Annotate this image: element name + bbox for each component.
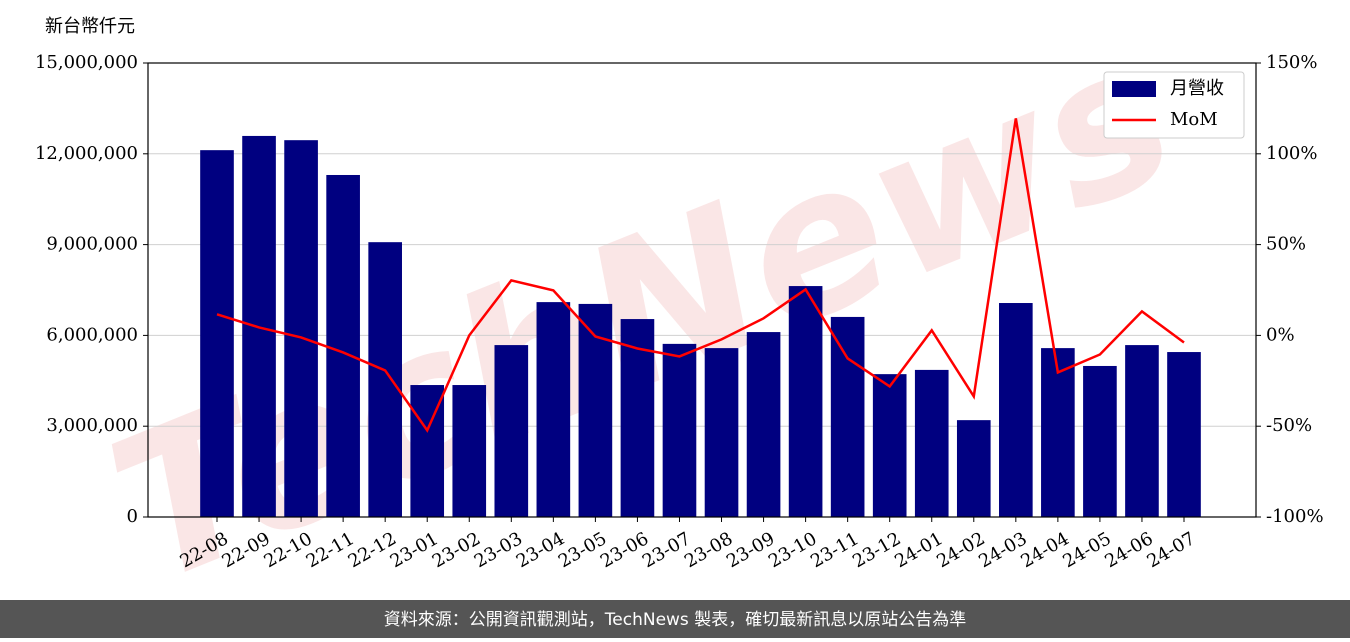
y-tick-label: 15,000,000 bbox=[35, 52, 138, 73]
y-tick-label: 3,000,000 bbox=[46, 415, 138, 436]
y-tick-label: 6,000,000 bbox=[46, 324, 138, 345]
bar bbox=[1167, 352, 1201, 517]
bar bbox=[914, 369, 949, 517]
y2-tick-label: 150% bbox=[1266, 52, 1317, 73]
y2-tick-label: 0% bbox=[1266, 324, 1295, 345]
y-tick-label: 12,000,000 bbox=[35, 143, 138, 164]
bar bbox=[704, 348, 739, 517]
bar bbox=[368, 242, 402, 518]
x-tick-label: 24-07 bbox=[1143, 528, 1198, 572]
y2-tick-label: -100% bbox=[1266, 506, 1324, 527]
legend-label: MoM bbox=[1170, 109, 1218, 130]
bar bbox=[662, 343, 697, 517]
bar bbox=[452, 385, 487, 517]
y2-tick-label: 100% bbox=[1266, 143, 1317, 164]
bar bbox=[1083, 365, 1117, 517]
y2-tick-label: -50% bbox=[1266, 415, 1312, 436]
footer-bar bbox=[0, 600, 1350, 638]
y-tick-label: 9,000,000 bbox=[46, 234, 138, 255]
bar bbox=[1125, 345, 1159, 517]
bar bbox=[200, 150, 234, 517]
bar bbox=[494, 345, 529, 517]
y-axis-label: 新台幣仟元 bbox=[45, 16, 135, 37]
bar bbox=[284, 140, 318, 517]
bar bbox=[872, 374, 907, 517]
legend-label: 月營收 bbox=[1170, 78, 1224, 99]
plot-frame bbox=[147, 62, 1257, 518]
legend-swatch bbox=[1112, 81, 1156, 97]
bar bbox=[620, 319, 655, 517]
bar bbox=[326, 174, 360, 517]
bar bbox=[536, 302, 571, 517]
line bbox=[216, 118, 1185, 433]
bar bbox=[830, 316, 865, 517]
y2-tick-label: 50% bbox=[1266, 234, 1306, 255]
bar bbox=[788, 286, 823, 517]
footer-text: 資料來源：公開資訊觀測站，TechNews 製表，確切最新訊息以原站公告為準 bbox=[384, 610, 966, 630]
bar bbox=[956, 420, 991, 517]
y-tick-label: 0 bbox=[127, 506, 138, 527]
bar bbox=[999, 303, 1033, 517]
bar bbox=[746, 332, 781, 517]
bar bbox=[1041, 348, 1075, 517]
